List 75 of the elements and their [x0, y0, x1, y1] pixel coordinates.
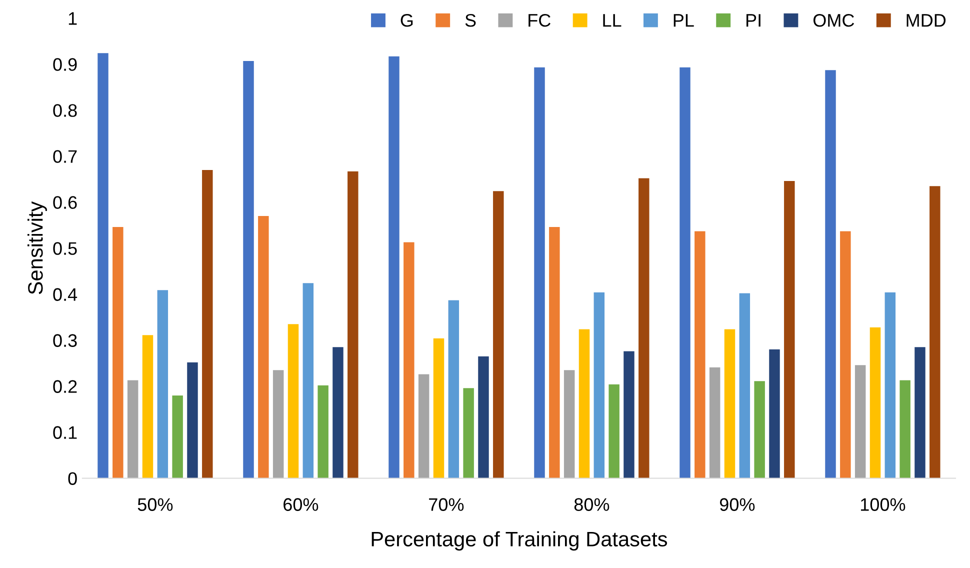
y-tick-label: 0.3: [53, 334, 77, 347]
bar: [187, 362, 198, 478]
bar: [433, 338, 444, 478]
bar: [157, 290, 168, 478]
bar: [769, 349, 780, 478]
y-tick-label: 0.4: [53, 288, 78, 301]
legend-label: OMC: [813, 14, 854, 27]
bar: [478, 356, 489, 478]
bar: [418, 374, 430, 478]
bar: [854, 365, 866, 478]
bar: [288, 324, 299, 478]
y-axis-title: Sensitivity: [28, 201, 47, 294]
bar: [348, 171, 358, 478]
legend-label: S: [465, 14, 476, 27]
bar: [202, 170, 213, 478]
bar: [884, 292, 896, 478]
y-tick-label: 0.5: [53, 242, 77, 255]
y-tick-label: 1: [68, 12, 77, 25]
x-tick-label: 60%: [284, 498, 318, 511]
bar: [754, 381, 765, 478]
bar: [900, 380, 910, 478]
bar: [594, 292, 605, 478]
legend-label: PL: [674, 14, 694, 27]
legend-label: G: [400, 14, 413, 27]
y-tick-label: 0.1: [53, 426, 77, 439]
bar: [318, 385, 328, 478]
bar: [549, 227, 560, 478]
bar: [784, 181, 795, 478]
bar: [694, 231, 706, 478]
y-tick-label: 0.2: [53, 380, 77, 393]
bar: [258, 216, 269, 478]
bar: [243, 60, 254, 478]
bar: [448, 300, 460, 478]
bar: [825, 70, 836, 478]
bar: [172, 395, 183, 478]
bar: [142, 335, 154, 478]
x-tick-label: 80%: [574, 498, 610, 511]
legend-label: FC: [528, 14, 550, 27]
legend-label: MDD: [906, 14, 946, 27]
y-tick-label: 0.6: [53, 196, 77, 209]
y-tick-label: 0.8: [53, 104, 77, 117]
bar: [724, 329, 736, 478]
bar: [534, 67, 545, 478]
bar: [463, 388, 474, 478]
bar: [98, 53, 108, 478]
bar: [272, 370, 284, 478]
bar: [870, 327, 881, 478]
x-tick-label: 90%: [720, 498, 755, 511]
bar: [127, 380, 138, 478]
x-tick-label: 50%: [138, 498, 173, 511]
bar: [840, 231, 851, 478]
bar: [493, 191, 504, 478]
bar: [332, 347, 344, 478]
x-tick-label: 100%: [860, 498, 906, 511]
x-tick-label: 70%: [429, 498, 464, 511]
bar: [638, 178, 650, 478]
bar: [404, 242, 414, 478]
x-axis-title: Percentage of Training Datasets: [372, 531, 668, 551]
bar: [302, 283, 314, 478]
bar: [930, 186, 940, 478]
bar: [914, 347, 926, 478]
y-tick-label: 0: [68, 472, 77, 485]
bar: [739, 293, 750, 478]
bar: [680, 67, 690, 478]
bar: [608, 384, 620, 478]
bar: [578, 329, 590, 478]
y-tick-label: 0.9: [53, 58, 77, 71]
bar: [624, 351, 634, 478]
bar: [709, 367, 720, 478]
legend-label: LL: [603, 14, 622, 27]
bar: [388, 56, 400, 478]
bar: [112, 227, 124, 478]
legend-label: PI: [746, 14, 760, 27]
bar: [564, 370, 575, 478]
y-tick-label: 0.7: [53, 150, 77, 163]
